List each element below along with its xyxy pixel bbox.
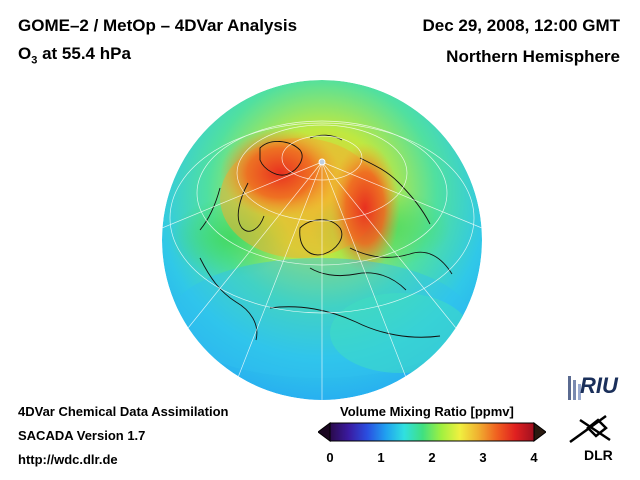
colorbar bbox=[318, 422, 546, 442]
colorbar-tick-label: 4 bbox=[530, 450, 538, 465]
colorbar-tick-label: 1 bbox=[377, 450, 385, 465]
footer-line-1: 4DVar Chemical Data Assimilation bbox=[18, 404, 229, 419]
species-subscript: 3 bbox=[31, 54, 38, 67]
colorbar-title: Volume Mixing Ratio [ppmv] bbox=[340, 404, 514, 419]
footer-line-2: SACADA Version 1.7 bbox=[18, 428, 146, 443]
date-label: Dec 29, 2008, 12:00 GMT bbox=[422, 16, 620, 35]
species-prefix: O bbox=[18, 44, 32, 63]
footer-url: http://wdc.dlr.de bbox=[18, 452, 118, 467]
riu-logo bbox=[568, 376, 581, 400]
colorbar-tick-label: 3 bbox=[479, 450, 487, 465]
globe-map bbox=[162, 80, 482, 400]
hemisphere-label: Northern Hemisphere bbox=[446, 47, 620, 66]
riu-logo-text: RIU bbox=[580, 373, 618, 398]
colorbar-tick-label: 2 bbox=[428, 450, 436, 465]
dlr-logo-text: DLR bbox=[584, 447, 613, 463]
species-suffix: at 55.4 hPa bbox=[37, 44, 131, 63]
map-title: GOME–2 / MetOp – 4DVar Analysis bbox=[18, 16, 298, 35]
dlr-logo bbox=[569, 414, 611, 444]
species-label: O3 at 55.4 hPa bbox=[18, 44, 131, 66]
colorbar-tick-label: 0 bbox=[326, 450, 334, 465]
